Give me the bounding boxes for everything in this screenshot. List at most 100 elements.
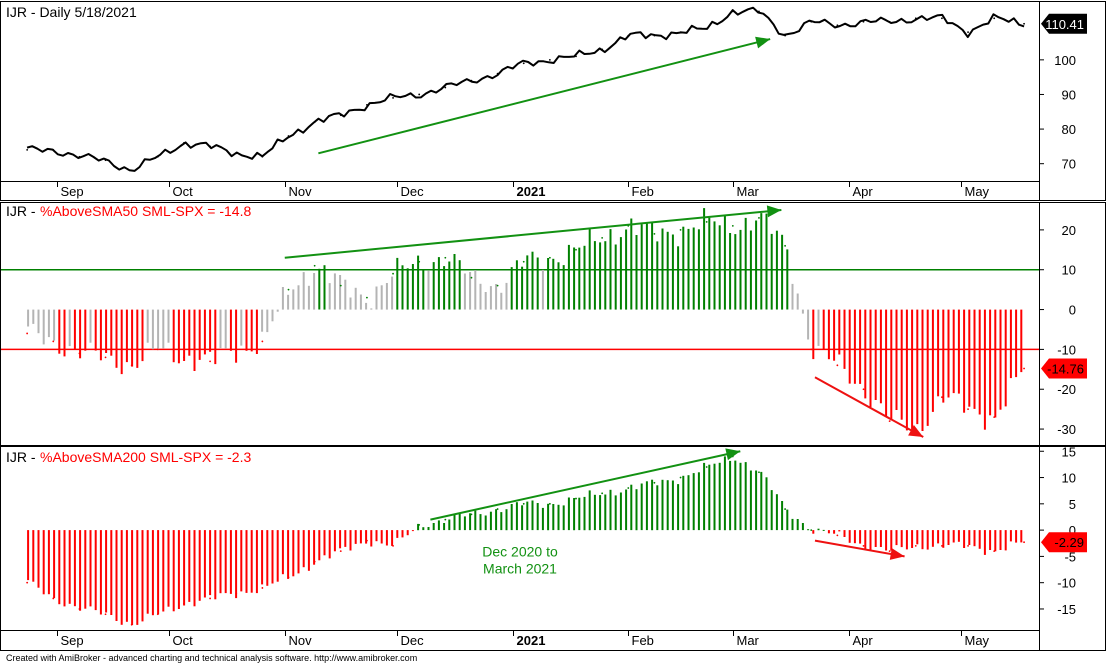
weekly-value-point <box>313 264 316 267</box>
weekly-value-point <box>705 221 708 223</box>
indicator-bar <box>521 505 524 531</box>
weekly-value-point <box>392 272 394 275</box>
indicator-bar <box>203 530 206 598</box>
month-label-nov: Nov <box>289 633 313 648</box>
indicator-bar <box>198 530 201 601</box>
indicator-bar <box>963 309 966 413</box>
last-value-tag-1-bg <box>1041 358 1087 379</box>
weekly-close-point <box>235 152 238 155</box>
indicator-bar <box>931 530 934 547</box>
indicator-bar <box>188 530 191 602</box>
indicator-bar <box>188 309 191 356</box>
indicator-bar <box>479 514 482 531</box>
y-tick-label: -20 <box>1057 382 1076 397</box>
indicator-bar <box>318 268 321 310</box>
month-label-feb: Feb <box>632 184 654 199</box>
indicator-bar <box>796 293 799 310</box>
indicator-bar <box>682 226 685 310</box>
indicator-bar <box>541 269 544 310</box>
trend-arrow-head <box>889 548 905 560</box>
indicator-bar <box>500 512 503 531</box>
weekly-value-point <box>967 408 969 411</box>
y-tick-label: -15 <box>1057 602 1076 617</box>
indicator-bar <box>209 309 212 352</box>
indicator-bar <box>895 530 898 546</box>
indicator-bar <box>765 213 768 310</box>
indicator-bar <box>1020 309 1023 373</box>
indicator-bar <box>240 309 243 346</box>
indicator-bar <box>443 523 446 531</box>
indicator-bar <box>713 463 716 531</box>
indicator-bar <box>557 504 560 531</box>
indicator-bar <box>219 530 222 594</box>
indicator-bar <box>526 501 529 531</box>
weekly-close-point <box>784 34 787 37</box>
indicator-bar <box>458 514 461 531</box>
indicator-bar <box>333 273 336 310</box>
indicator-bar <box>47 530 50 595</box>
indicator-bar <box>687 228 690 310</box>
indicator-bar <box>53 530 56 599</box>
indicator-bar <box>276 530 279 582</box>
indicator-bar <box>141 530 144 622</box>
indicator-bar <box>843 309 846 369</box>
trend-arrow-line <box>284 208 782 259</box>
y-tick-label: 100 <box>1054 53 1076 68</box>
weekly-close-point <box>366 103 368 106</box>
indicator-bar <box>1004 309 1007 407</box>
indicator-bar <box>193 309 196 371</box>
indicator-bar <box>957 530 960 542</box>
indicator-bar <box>375 286 378 310</box>
y-tick-label: -10 <box>1057 342 1076 357</box>
indicator-bar <box>661 228 664 310</box>
indicator-bar <box>609 229 612 310</box>
indicator-bar <box>302 272 305 310</box>
month-label-sep: Sep <box>61 633 84 648</box>
indicator-bar <box>619 492 622 531</box>
indicator-bar <box>713 221 716 310</box>
panel-frame <box>0 446 1106 651</box>
indicator-bar <box>505 509 508 531</box>
indicator-bar <box>833 530 836 534</box>
indicator-bar <box>53 309 56 341</box>
month-label-mar: Mar <box>737 633 760 648</box>
indicator-bar <box>380 285 383 310</box>
indicator-bar <box>214 530 217 600</box>
indicator-bar <box>94 530 97 611</box>
weekly-value-point <box>941 544 943 547</box>
indicator-bar <box>916 309 919 425</box>
indicator-bar <box>723 456 726 531</box>
indicator-bar <box>203 309 206 355</box>
indicator-bar <box>99 530 102 615</box>
indicator-bar <box>1015 530 1018 543</box>
weekly-close-point <box>209 145 211 148</box>
indicator-bar <box>885 530 888 551</box>
y-tick-label: 0 <box>1069 523 1076 538</box>
indicator-bar <box>833 309 836 361</box>
weekly-close-point <box>705 27 708 30</box>
month-label-2021: 2021 <box>517 184 546 199</box>
indicator-bar <box>942 309 945 403</box>
chart-footer-credit: Created with AmiBroker - advanced charti… <box>6 653 417 663</box>
indicator-bar <box>453 254 456 310</box>
indicator-bar <box>328 283 331 310</box>
weekly-close-point <box>967 31 969 34</box>
indicator-bar <box>562 265 565 310</box>
indicator-bar <box>266 530 269 586</box>
indicator-bar <box>942 530 945 548</box>
weekly-value-point <box>418 523 421 526</box>
indicator-bar <box>604 494 607 531</box>
indicator-bar <box>755 220 758 310</box>
weekly-value-point <box>78 608 81 610</box>
indicator-bar <box>209 530 212 596</box>
indicator-bar <box>827 530 830 534</box>
indicator-bar <box>697 472 700 531</box>
indicator-bar <box>859 530 862 544</box>
y-tick-label: 80 <box>1062 122 1076 137</box>
y-tick-label: 70 <box>1062 157 1076 172</box>
weekly-close-point <box>156 155 159 158</box>
indicator-bar <box>193 530 196 607</box>
price-series-line <box>26 6 1025 172</box>
indicator-bar <box>749 470 752 531</box>
indicator-bar <box>427 270 430 310</box>
